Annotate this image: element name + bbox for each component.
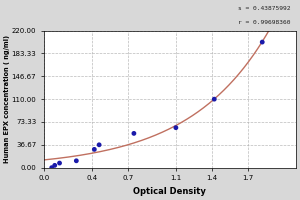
- Point: [92, 148, 97, 151]
- Point: [131, 132, 136, 135]
- X-axis label: Optical Density: Optical Density: [134, 187, 206, 196]
- Point: [57, 161, 62, 165]
- Point: [49, 166, 54, 169]
- Text: s = 0.43875992: s = 0.43875992: [238, 6, 291, 11]
- Point: [260, 40, 265, 44]
- Point: [212, 98, 217, 101]
- Point: [74, 159, 79, 162]
- Text: r = 0.99698360: r = 0.99698360: [238, 20, 291, 25]
- Point: [97, 143, 101, 146]
- Point: [173, 126, 178, 129]
- Point: [52, 164, 57, 167]
- Y-axis label: Human EPX concentration ( ng/ml): Human EPX concentration ( ng/ml): [4, 35, 10, 163]
